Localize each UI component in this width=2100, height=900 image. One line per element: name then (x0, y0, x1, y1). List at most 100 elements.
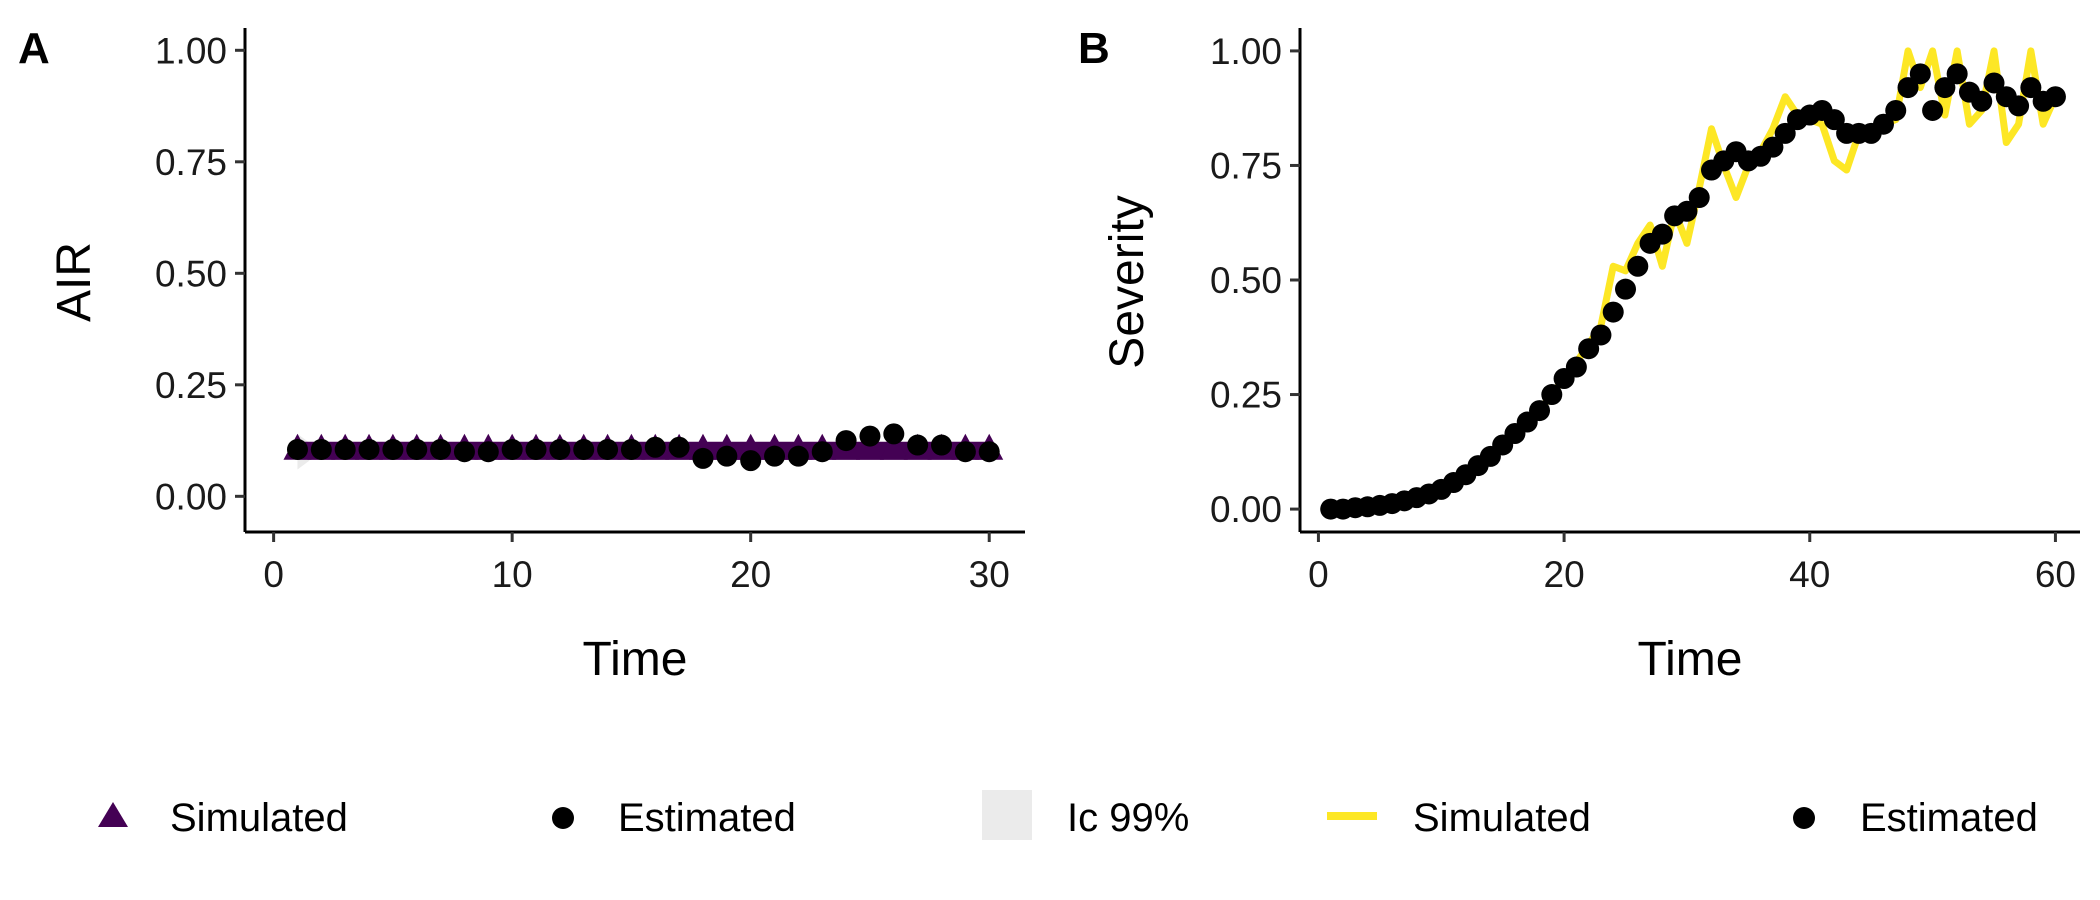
y-tick-label: 0.25 (155, 365, 227, 406)
y-tick-label: 0.50 (1210, 260, 1282, 301)
estimated-point (1774, 122, 1796, 144)
estimated-point (620, 438, 642, 460)
estimated-point (334, 438, 356, 460)
y-tick-label: 0.50 (155, 253, 227, 294)
estimated-point (907, 434, 929, 456)
panel-b-y-ticks: 0.00 0.25 0.50 0.75 1.00 (1210, 31, 1300, 530)
legend-triangle-symbol (98, 802, 128, 827)
estimated-point (811, 441, 833, 463)
estimated-point (1615, 278, 1637, 300)
estimated-point (573, 438, 595, 460)
panel-b: B 0.00 0.25 0.50 0.75 1.00 0 20 40 60 Time Seve… (1078, 24, 2080, 686)
y-tick-label: 1.00 (155, 30, 227, 71)
legend-band-symbol (982, 790, 1032, 840)
estimated-point (1909, 63, 1931, 85)
estimated-point (716, 445, 738, 467)
legend-label-ic99: Ic 99% (1067, 796, 1189, 840)
estimated-point (1983, 72, 2005, 94)
estimated-point (1651, 223, 1673, 245)
estimated-point (501, 438, 523, 460)
x-tick-label: 0 (1308, 554, 1329, 595)
estimated-point (310, 438, 332, 460)
panel-a-x-axis-title: Time (583, 633, 688, 686)
panel-b-x-axis-title: Time (1638, 633, 1743, 686)
legend-label-simulated-b: Simulated (1413, 796, 1591, 840)
panel-a-x-ticks: 0 10 20 30 (263, 532, 1010, 595)
x-tick-label: 30 (969, 554, 1010, 595)
y-tick-label: 0.75 (1210, 145, 1282, 186)
y-tick-label: 0.00 (1210, 489, 1282, 530)
estimated-point (2020, 77, 2042, 99)
simulated-triangle-point (855, 433, 884, 460)
estimated-point (1971, 90, 1993, 112)
estimated-point (1897, 77, 1919, 99)
panel-b-estimated-series (1320, 63, 2066, 520)
panel-a-estimated-series (286, 423, 1000, 472)
legend-item-simulated-triangle: Simulated (98, 796, 348, 840)
estimated-point (2044, 86, 2066, 108)
x-tick-label: 10 (492, 554, 533, 595)
y-tick-label: 0.25 (1210, 375, 1282, 416)
x-tick-label: 0 (263, 554, 284, 595)
estimated-point (406, 438, 428, 460)
legend-point-symbol (1793, 807, 1815, 829)
estimated-point (692, 447, 714, 469)
estimated-point (1529, 400, 1551, 422)
legend-label-estimated-a: Estimated (618, 796, 796, 840)
estimated-point (1627, 255, 1649, 277)
y-tick-label: 0.75 (155, 142, 227, 183)
estimated-point (1541, 384, 1563, 406)
estimated-point (1565, 356, 1587, 378)
estimated-point (2008, 95, 2030, 117)
panel-b-y-axis-title: Severity (1101, 195, 1154, 368)
estimated-point (1688, 187, 1710, 209)
panel-a-tag: A (18, 24, 50, 73)
panel-a: A 0.00 0.25 0.50 0.75 1.00 0 10 20 30 Time AIR (18, 24, 1025, 686)
estimated-point (1602, 301, 1624, 323)
estimated-point (978, 441, 1000, 463)
estimated-point (859, 425, 881, 447)
simulated-triangle-point (879, 433, 908, 460)
panel-b-x-ticks: 0 20 40 60 (1308, 532, 2076, 595)
legend-item-ic99: Ic 99% (982, 790, 1189, 840)
estimated-point (430, 438, 452, 460)
estimated-point (525, 438, 547, 460)
legend-item-estimated-b: Estimated (1793, 796, 2038, 840)
panel-b-tag: B (1078, 24, 1110, 73)
estimated-point (382, 438, 404, 460)
y-tick-label: 0.00 (155, 476, 227, 517)
panel-a-y-ticks: 0.00 0.25 0.50 0.75 1.00 (155, 30, 245, 517)
estimated-point (954, 441, 976, 463)
legend-label-estimated-b: Estimated (1860, 796, 2038, 840)
estimated-point (931, 434, 953, 456)
panel-a-y-axis-title: AIR (48, 242, 101, 322)
estimated-point (1676, 200, 1698, 222)
estimated-point (644, 436, 666, 458)
estimated-point (1823, 109, 1845, 131)
estimated-point (1946, 63, 1968, 85)
estimated-point (358, 438, 380, 460)
y-tick-label: 1.00 (1210, 31, 1282, 72)
legend-label-simulated-a: Simulated (170, 796, 348, 840)
estimated-point (764, 445, 786, 467)
x-tick-label: 20 (1544, 554, 1585, 595)
estimated-point (1762, 136, 1784, 158)
estimated-point (740, 450, 762, 472)
estimated-point (1934, 77, 1956, 99)
x-tick-label: 40 (1789, 554, 1830, 595)
estimated-point (1922, 99, 1944, 121)
estimated-point (549, 438, 571, 460)
estimated-point (668, 436, 690, 458)
estimated-point (477, 441, 499, 463)
x-tick-label: 20 (730, 554, 771, 595)
estimated-point (597, 438, 619, 460)
estimated-point (1578, 338, 1600, 360)
estimated-point (1590, 324, 1612, 346)
estimated-point (453, 441, 475, 463)
legend-item-estimated-a: Estimated (552, 796, 796, 840)
estimated-point (1872, 113, 1894, 135)
legend-point-symbol (552, 807, 574, 829)
estimated-point (286, 438, 308, 460)
x-tick-label: 60 (2035, 554, 2076, 595)
